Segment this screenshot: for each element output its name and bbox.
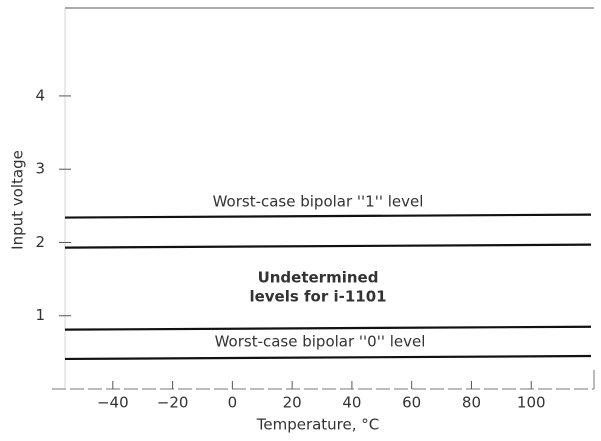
x-tick-label: 40	[342, 394, 361, 412]
y-tick-label: 4	[35, 86, 45, 104]
x-tick-label: −20	[157, 394, 189, 412]
line	[64, 213, 592, 219]
annotation: Undetermined	[258, 269, 379, 287]
x-tick-label: 100	[517, 394, 546, 412]
x-tick-label: −40	[97, 394, 129, 412]
y-tick-label: 1	[35, 306, 45, 324]
y-axis-label: Input voltage	[9, 150, 27, 250]
line	[64, 354, 592, 361]
x-tick-label: 20	[283, 394, 302, 412]
line	[64, 243, 592, 249]
x-tick-label: 60	[402, 394, 421, 412]
x-tick-label: 0	[228, 394, 238, 412]
x-tick-label: 80	[462, 394, 481, 412]
annotation: Worst-case bipolar ''0'' level	[215, 333, 426, 351]
annotation: levels for i-1101	[249, 288, 386, 306]
y-tick-label: 3	[35, 160, 45, 178]
line	[64, 325, 592, 331]
y-tick-label: 2	[35, 233, 45, 251]
annotation: Worst-case bipolar ''1'' level	[213, 193, 424, 211]
x-axis-label: Temperature, °C	[256, 416, 380, 434]
